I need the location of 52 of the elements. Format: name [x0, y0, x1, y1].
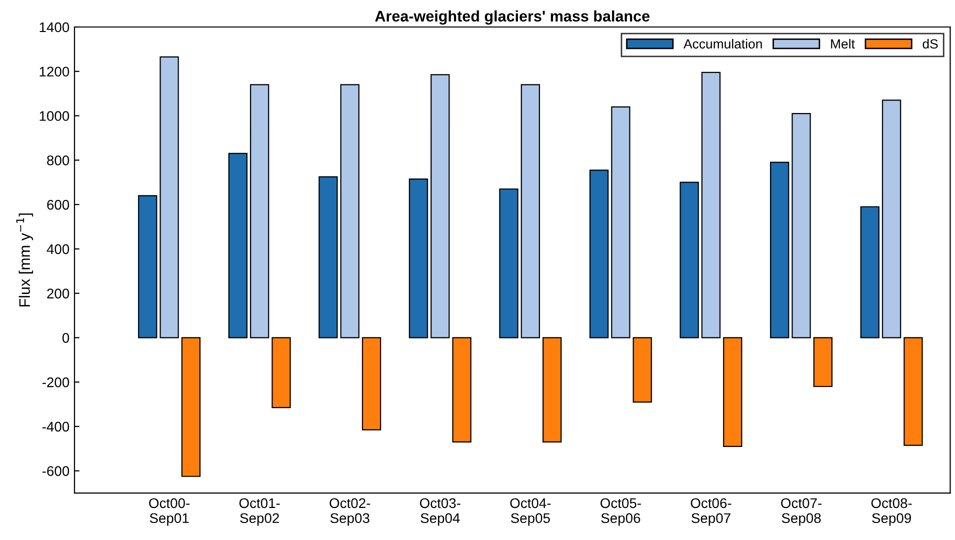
x-tick-label: Oct03- Sep04: [420, 498, 460, 526]
bar: [792, 112, 811, 338]
bar: [770, 162, 790, 338]
y-tick-label: -600: [42, 466, 70, 476]
bar: [499, 188, 518, 338]
y-tick-label: 1200: [40, 66, 70, 77]
y-tick-label: 400: [46, 244, 70, 254]
y-tick-label: -200: [42, 377, 70, 388]
bar: [160, 56, 179, 338]
bar: [250, 84, 270, 338]
bar: [542, 337, 562, 443]
legend-label: Accumulation: [684, 38, 762, 49]
bar: [430, 74, 450, 338]
bar: [632, 337, 652, 403]
bar: [452, 337, 472, 443]
bar: [680, 182, 699, 338]
x-tick-label: Oct00- Sep01: [149, 498, 190, 526]
legend-label: Melt: [831, 38, 855, 49]
x-tick-label: Oct06- Sep07: [690, 498, 732, 526]
bar: [589, 170, 609, 338]
bar: [723, 337, 742, 447]
y-tick-label: -400: [42, 422, 70, 432]
bar: [520, 84, 540, 338]
bar: [904, 337, 923, 446]
legend-label: dS: [922, 38, 938, 49]
bar: [272, 337, 291, 408]
y-axis-title: Flux [mm y$^{−1}$]: [16, 214, 34, 306]
x-tick-label: Oct01- Sep02: [239, 498, 280, 526]
y-tick-label: 600: [47, 200, 70, 210]
bar: [701, 72, 721, 338]
y-tick-label: 1400: [40, 22, 70, 32]
chart-title: Area-weighted glaciers' mass balance: [375, 10, 650, 25]
y-tick-label: 0: [62, 333, 70, 343]
x-tick-label: Oct04- Sep05: [510, 498, 551, 526]
bar: [181, 337, 201, 477]
bar: [813, 337, 833, 388]
y-tick-label: 200: [47, 288, 70, 298]
bar: [228, 152, 248, 338]
y-tick-label: 1000: [40, 111, 70, 121]
y-tick-label: 800: [47, 155, 70, 166]
x-tick-label: Oct05- Sep06: [600, 498, 641, 526]
bar: [611, 106, 630, 338]
x-tick-label: Oct08- Sep09: [871, 498, 912, 526]
bar: [318, 176, 338, 338]
x-tick-label: Oct07- Sep08: [781, 498, 822, 526]
bar: [138, 195, 158, 338]
bar: [340, 84, 360, 338]
bar: [860, 206, 880, 338]
bar: [408, 178, 428, 338]
bar: [362, 337, 382, 430]
x-tick-label: Oct02- Sep03: [330, 498, 370, 526]
bar: [882, 100, 902, 338]
